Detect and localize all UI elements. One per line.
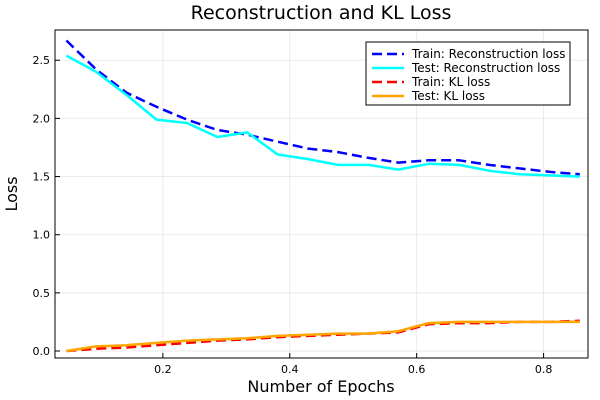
y-tick-label: 2.5 <box>33 54 51 67</box>
y-axis-title: Loss <box>2 176 21 211</box>
y-tick-label: 0.0 <box>33 345 51 358</box>
legend-label-2: Train: KL loss <box>411 75 490 89</box>
x-tick-label: 0.4 <box>281 363 299 376</box>
x-axis-title: Number of Epochs <box>247 377 394 396</box>
x-tick-label: 0.8 <box>535 363 553 376</box>
legend-label-0: Train: Reconstruction loss <box>411 47 565 61</box>
axis-ticks: 0.2 0.4 0.6 0.8 0.0 0.5 1.0 1.5 2.0 2.5 <box>33 54 553 376</box>
legend-box <box>365 41 571 106</box>
series-line-3 <box>66 320 580 353</box>
y-tick-label: 1.5 <box>33 171 51 184</box>
y-tick-label: 2.0 <box>33 112 51 125</box>
x-tick-label: 0.2 <box>154 363 172 376</box>
plot-frame <box>54 29 589 359</box>
y-tick-label: 1.0 <box>33 229 51 242</box>
series-line-1 <box>65 54 580 178</box>
y-tick-label: 0.5 <box>33 287 51 300</box>
series-line-0 <box>65 39 580 176</box>
legend-label-3: Test: KL loss <box>411 89 485 103</box>
legend-label-1: Test: Reconstruction loss <box>411 61 560 75</box>
series-lines <box>65 39 580 353</box>
chart-title: Reconstruction and KL Loss <box>191 2 452 24</box>
x-tick-label: 0.6 <box>408 363 426 376</box>
